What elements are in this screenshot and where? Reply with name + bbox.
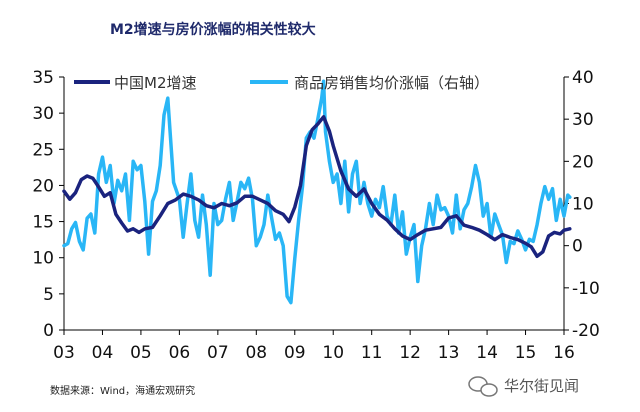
left-tick-label: 10	[32, 249, 54, 269]
right-tick-label: 0	[572, 237, 583, 257]
axes	[63, 77, 565, 331]
x-axis-ticks: 03 04 05 06 07 08 09 10 11 12 13 14 15 16	[53, 330, 575, 363]
left-tick-label: 30	[32, 104, 54, 124]
wechat-icon	[468, 376, 498, 397]
x-tick-label: 06	[169, 343, 191, 363]
source-note: 数据来源：Wind，海通宏观研究	[50, 384, 195, 397]
watermark-text: 华尔街见闻	[504, 377, 579, 395]
right-tick-label: 30	[572, 110, 594, 130]
x-tick-label: 04	[92, 343, 114, 363]
chart-title: M2增速与房价涨幅的相关性较大	[110, 21, 316, 38]
right-tick-label: 10	[572, 195, 594, 215]
x-tick-label: 07	[207, 343, 229, 363]
x-tick-label: 12	[399, 343, 421, 363]
x-tick-label: 08	[245, 343, 267, 363]
left-tick-label: 0	[43, 321, 54, 341]
left-axis-ticks: 0 5 10 15 20 25 30 35	[32, 68, 64, 341]
left-tick-label: 25	[32, 140, 54, 160]
right-axis-ticks: -20 -10 0 10 20 30 40	[564, 68, 600, 341]
x-tick-label: 14	[476, 343, 498, 363]
left-tick-label: 20	[32, 176, 54, 196]
x-tick-label: 16	[553, 343, 575, 363]
left-tick-label: 15	[32, 213, 54, 233]
x-tick-label: 03	[53, 343, 75, 363]
x-tick-label: 09	[284, 343, 306, 363]
x-tick-label: 13	[438, 343, 460, 363]
right-tick-label: -10	[572, 279, 600, 299]
right-tick-label: 40	[572, 68, 594, 88]
right-tick-label: -20	[572, 321, 600, 341]
legend-label-house-price: 商品房销售均价涨幅（右轴）	[294, 74, 489, 92]
series-line-m2	[62, 115, 572, 259]
series-line-house-price	[62, 79, 572, 305]
left-tick-label: 5	[43, 285, 54, 305]
x-tick-label: 10	[322, 343, 344, 363]
x-tick-label: 11	[361, 343, 383, 363]
legend: 中国M2增速 商品房销售均价涨幅（右轴）	[74, 74, 489, 92]
x-tick-label: 05	[130, 343, 152, 363]
right-tick-label: 20	[572, 152, 594, 172]
x-tick-label: 15	[515, 343, 537, 363]
legend-label-m2: 中国M2增速	[114, 74, 197, 92]
watermark: 华尔街见闻	[468, 376, 579, 397]
left-tick-label: 35	[32, 68, 54, 88]
